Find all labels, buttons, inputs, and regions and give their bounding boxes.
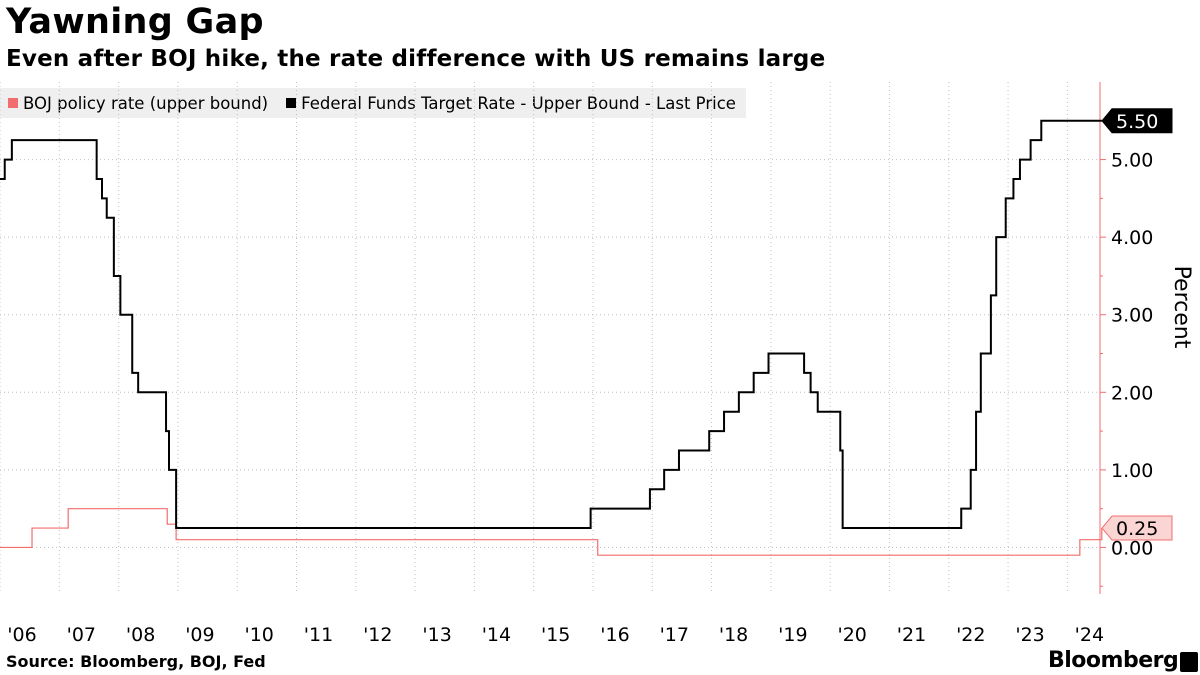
last-value-tag-text: 5.50 xyxy=(1116,111,1158,133)
brand-logo: Bloomberg xyxy=(1048,648,1179,673)
legend-swatch-fed xyxy=(286,98,297,108)
x-tick-label: '06 xyxy=(7,624,36,646)
last-value-tag-shape xyxy=(1101,515,1173,541)
x-tick-label: '11 xyxy=(304,624,333,646)
x-tick-label: '21 xyxy=(897,624,926,646)
x-tick-label: '16 xyxy=(600,624,629,646)
y-axis-title: Percent xyxy=(1169,266,1194,349)
x-tick-label: '09 xyxy=(185,624,214,646)
source-note: Source: Bloomberg, BOJ, Fed xyxy=(6,652,266,671)
x-tick-label: '07 xyxy=(67,624,96,646)
x-tick-label: '20 xyxy=(837,624,866,646)
y-tick-label: 3.00 xyxy=(1111,305,1153,327)
x-tick-label: '23 xyxy=(1015,624,1044,646)
x-tick-label: '17 xyxy=(660,624,689,646)
x-tick-label: '08 xyxy=(126,624,155,646)
last-value-tag-fed: 5.50 xyxy=(1101,108,1173,134)
x-tick-label: '10 xyxy=(244,624,273,646)
bloomberg-chart-icon xyxy=(1180,652,1198,672)
x-tick-label: '12 xyxy=(363,624,392,646)
last-value-tag-boj: 0.25 xyxy=(1101,515,1173,541)
last-value-tag-text: 0.25 xyxy=(1116,518,1158,540)
chart-subtitle: Even after BOJ hike, the rate difference… xyxy=(6,46,826,72)
y-tick-label: 2.00 xyxy=(1111,382,1153,404)
x-tick-label: '19 xyxy=(778,624,807,646)
legend-label-fed: Federal Funds Target Rate - Upper Bound … xyxy=(301,93,736,113)
legend-item-fed: Federal Funds Target Rate - Upper Bound … xyxy=(286,94,736,113)
last-value-tag-shape xyxy=(1101,108,1173,134)
x-tick-label: '13 xyxy=(422,624,451,646)
y-tick-label: 1.00 xyxy=(1111,460,1153,482)
x-tick-label: '24 xyxy=(1075,624,1104,646)
series-line-boj xyxy=(0,508,1103,556)
series-line-fed xyxy=(0,119,1102,530)
x-tick-label: '15 xyxy=(541,624,570,646)
y-tick-label: 0.00 xyxy=(1111,537,1153,559)
chart-legend: BOJ policy rate (upper bound) Federal Fu… xyxy=(0,88,746,118)
y-tick-label: 4.00 xyxy=(1111,227,1153,249)
chart-title: Yawning Gap xyxy=(6,2,264,42)
y-tick-label: 5.00 xyxy=(1111,150,1153,172)
legend-swatch-boj xyxy=(8,98,18,108)
legend-item-boj: BOJ policy rate (upper bound) xyxy=(8,94,268,113)
x-tick-label: '14 xyxy=(482,624,511,646)
x-tick-label: '22 xyxy=(956,624,985,646)
x-tick-label: '18 xyxy=(719,624,748,646)
legend-label-boj: BOJ policy rate (upper bound) xyxy=(23,93,269,113)
